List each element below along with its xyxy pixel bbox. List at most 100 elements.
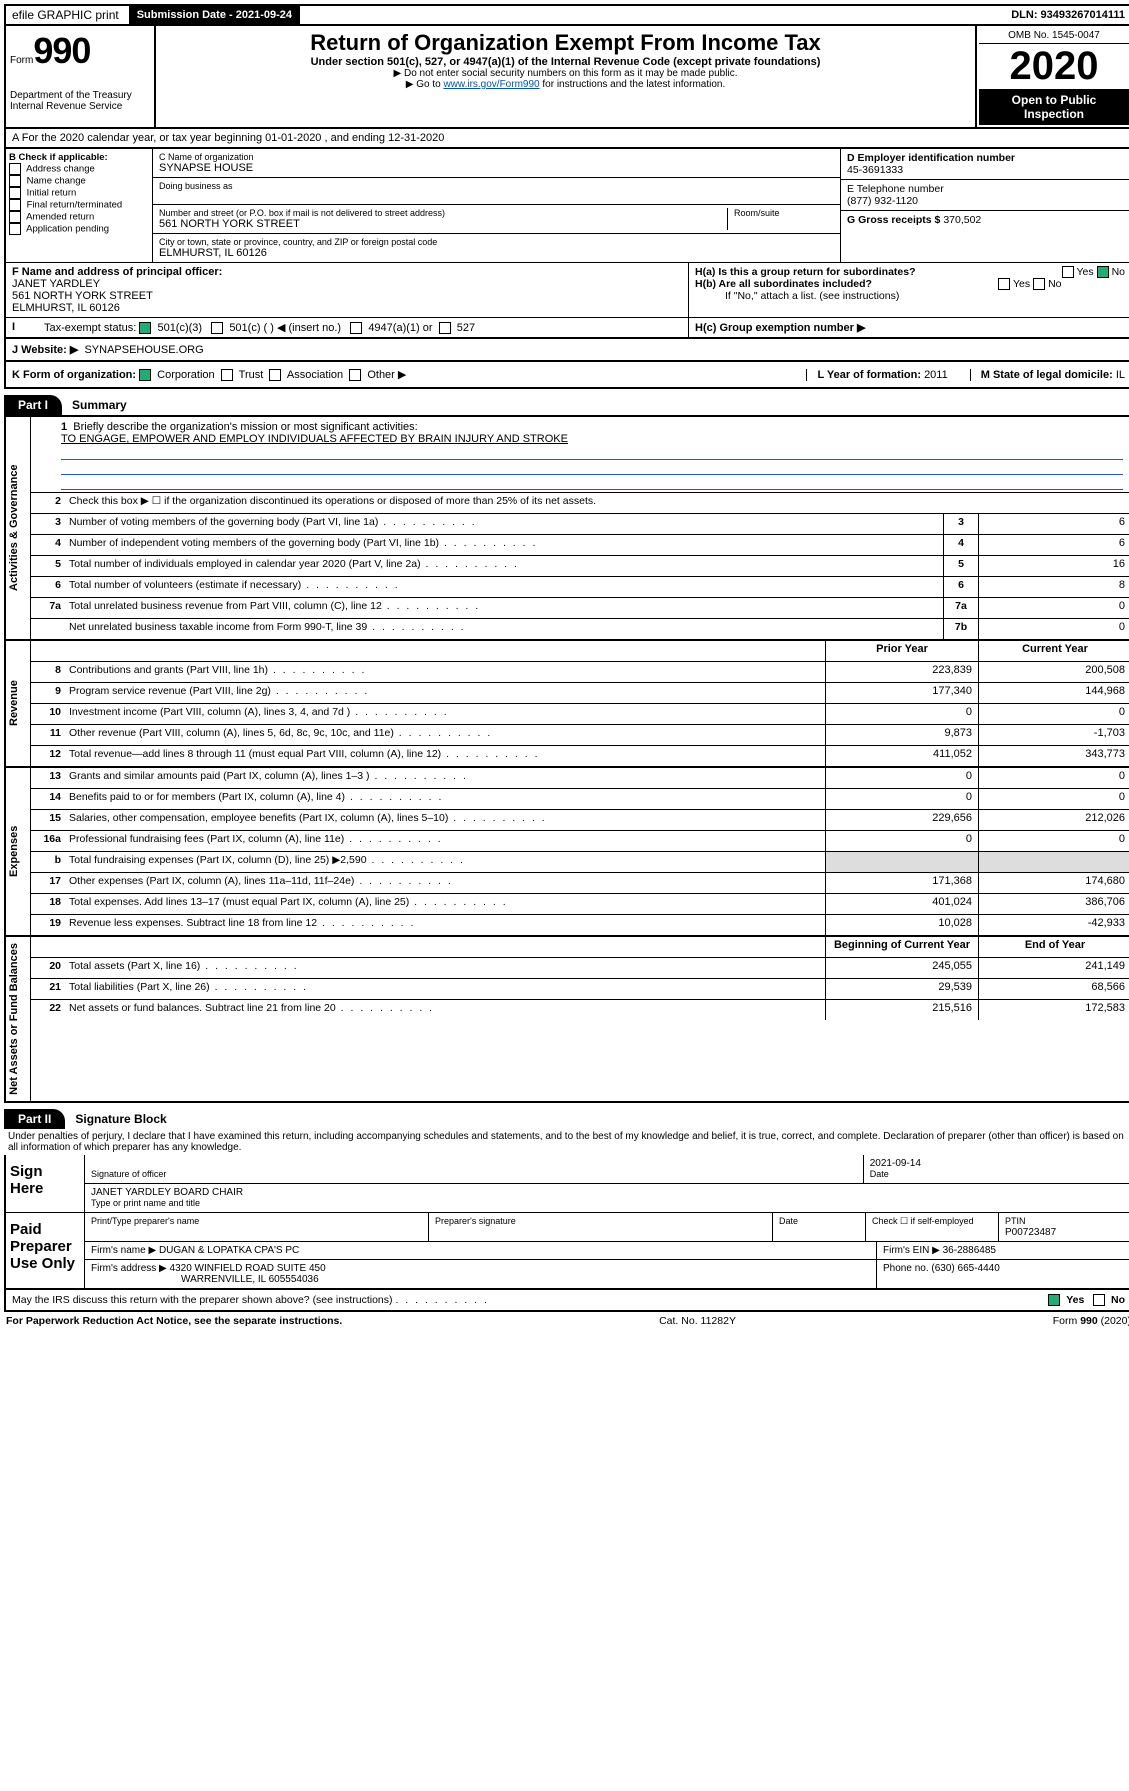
ein-value: 45-3691333 [847,164,903,176]
other-checkbox[interactable] [349,369,361,381]
box-c: C Name of organization SYNAPSE HOUSE Doi… [153,149,840,262]
officer-label: F Name and address of principal officer: [12,266,222,278]
form-prefix: Form [10,55,33,66]
hb-yes-checkbox[interactable] [998,278,1010,290]
hb-label: H(b) Are all subordinates included? [695,278,872,290]
form-subtitle: Under section 501(c), 527, or 4947(a)(1)… [164,56,967,68]
box-b-checkbox[interactable] [9,211,21,223]
501c-checkbox[interactable] [211,322,223,334]
discuss-yes-checkbox[interactable] [1048,1294,1060,1306]
website-value: SYNAPSEHOUSE.ORG [84,344,203,356]
sign-here-label: Sign Here [6,1155,85,1212]
box-b-checkbox[interactable] [9,175,21,187]
footer-left: For Paperwork Reduction Act Notice, see … [6,1315,342,1327]
part1-header: Part I Summary [4,395,1129,415]
discuss-row: May the IRS discuss this return with the… [4,1290,1129,1312]
firm-ein: 36-2886485 [943,1245,996,1256]
self-employed-check[interactable]: Check ☐ if self-employed [872,1216,974,1226]
501c3-checkbox[interactable] [139,322,151,334]
discuss-text: May the IRS discuss this return with the… [12,1294,393,1306]
year-formation: 2011 [924,369,948,381]
box-k-label: K Form of organization: [12,369,136,381]
org-name: SYNAPSE HOUSE [159,162,834,174]
row-j: J Website: ▶ SYNAPSEHOUSE.ORG [4,338,1129,362]
ptin-value: P00723487 [1005,1227,1056,1238]
efile-label[interactable]: efile GRAPHIC print [6,6,125,24]
firm-addr2: WARRENVILLE, IL 605554036 [91,1274,319,1285]
officer-addr2: ELMHURST, IL 60126 [12,302,120,314]
ha-label: H(a) Is this a group return for subordin… [695,266,916,278]
part1-tab: Part I [4,395,62,415]
dept-label: Department of the TreasuryInternal Reven… [10,90,150,112]
officer-print-name: JANET YARDLEY BOARD CHAIR [91,1187,243,1198]
tax-status-label: Tax-exempt status: [44,322,136,334]
tax-year: 2020 [979,44,1129,89]
omb: OMB No. 1545-0047 [979,28,1129,44]
box-b-checkbox[interactable] [9,223,21,235]
box-b-checkbox[interactable] [9,187,21,199]
form-header: Form990 Department of the TreasuryIntern… [4,26,1129,129]
ha-yes-checkbox[interactable] [1062,266,1074,278]
hb-note: If "No," attach a list. (see instruction… [695,290,1125,302]
gross-label: G Gross receipts $ [847,214,940,226]
type-name-label: Type or print name and title [91,1198,200,1208]
city-state-zip: ELMHURST, IL 60126 [159,247,834,259]
trust-checkbox[interactable] [221,369,233,381]
box-b-checkbox[interactable] [9,199,21,211]
4947-checkbox[interactable] [350,322,362,334]
officer-addr1: 561 NORTH YORK STREET [12,290,153,302]
summary-revenue: Revenue Prior Year Current Year 8Contrib… [4,641,1129,768]
open-public: Open to Public Inspection [979,89,1129,125]
footer-center: Cat. No. 11282Y [659,1315,736,1327]
signature-block: Sign Here Signature of officer 2021-09-1… [4,1155,1129,1290]
firm-phone: (630) 665-4440 [931,1263,999,1274]
submission-date: Submission Date - 2021-09-24 [129,6,300,24]
col-prior: Prior Year [825,641,978,661]
note-ssn: ▶ Do not enter social security numbers o… [164,68,967,79]
dba-label: Doing business as [159,181,834,191]
title-box: Return of Organization Exempt From Incom… [156,26,975,127]
firm-addr1: 4320 WINFIELD ROAD SUITE 450 [170,1263,326,1274]
hb-no-checkbox[interactable] [1033,278,1045,290]
summary-expenses: Expenses 13Grants and similar amounts pa… [4,768,1129,937]
form-title: Return of Organization Exempt From Incom… [164,30,967,56]
part2-tab: Part II [4,1109,65,1129]
sig-officer-label: Signature of officer [91,1169,166,1179]
box-b-checkbox[interactable] [9,163,21,175]
line2-text: Check this box ▶ ☐ if the organization d… [65,493,1129,513]
footer-right: Form 990 (2020) [1053,1315,1129,1327]
line1-label: Briefly describe the organization's miss… [73,421,417,433]
assoc-checkbox[interactable] [269,369,281,381]
paid-preparer-label: Paid Preparer Use Only [6,1213,85,1288]
col-begin: Beginning of Current Year [825,937,978,957]
note-link: ▶ Go to www.irs.gov/Form990 for instruct… [164,79,967,90]
box-b-label: B Check if applicable: [9,152,108,163]
box-l-label: L Year of formation: [817,369,921,381]
info-grid: B Check if applicable: Address change Na… [4,149,1129,263]
discuss-no-checkbox[interactable] [1093,1294,1105,1306]
part2-header: Part II Signature Block [4,1109,1129,1129]
ha-no-checkbox[interactable] [1097,266,1109,278]
ein-label: D Employer identification number [847,152,1015,164]
footer: For Paperwork Reduction Act Notice, see … [4,1312,1129,1330]
vert-netassets: Net Assets or Fund Balances [6,937,31,1101]
527-checkbox[interactable] [439,322,451,334]
vert-expenses: Expenses [6,768,31,935]
irs-link[interactable]: www.irs.gov/Form990 [443,79,539,90]
box-defg: D Employer identification number 45-3691… [840,149,1129,262]
street-address: 561 NORTH YORK STREET [159,218,727,230]
perjury-statement: Under penalties of perjury, I declare th… [4,1129,1129,1155]
sig-date: 2021-09-14 [870,1158,921,1169]
phone-label: E Telephone number [847,183,944,195]
domicile-state: IL [1116,369,1125,381]
row-i: I Tax-exempt status: 501(c)(3) 501(c) ( … [4,318,1129,338]
top-bar: efile GRAPHIC print Submission Date - 20… [4,4,1129,26]
corp-checkbox[interactable] [139,369,151,381]
part2-title: Signature Block [65,1112,166,1126]
year-box: OMB No. 1545-0047 2020 Open to Public In… [975,26,1129,127]
summary-governance: Activities & Governance 1 Briefly descri… [4,415,1129,641]
org-name-label: C Name of organization [159,152,834,162]
section-a: A For the 2020 calendar year, or tax yea… [4,129,1129,149]
row-fh: F Name and address of principal officer:… [4,263,1129,318]
phone-value: (877) 932-1120 [847,195,918,207]
